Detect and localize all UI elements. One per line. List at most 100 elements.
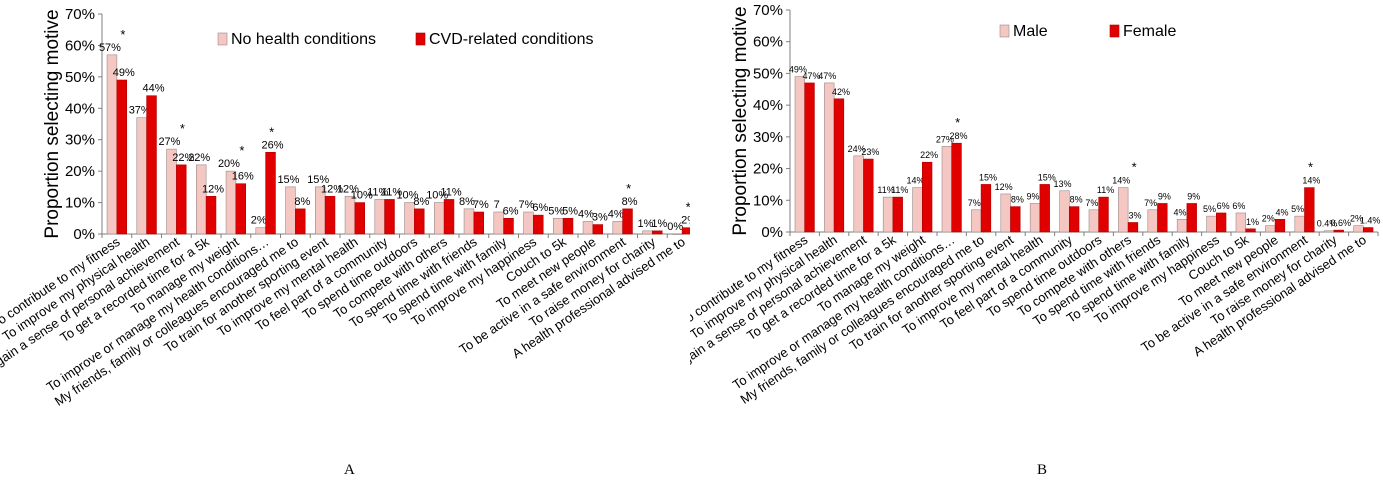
y-tick-label: 50% xyxy=(65,69,95,86)
bar xyxy=(1235,212,1246,233)
data-label: 3% xyxy=(1128,210,1141,220)
panel-label-b: B xyxy=(1037,462,1048,478)
data-label: 6% xyxy=(532,202,548,214)
data-label: 8% xyxy=(459,196,475,208)
data-label: 14% xyxy=(906,176,924,186)
y-tick-label: 40% xyxy=(753,97,783,114)
data-label: 22% xyxy=(188,152,210,164)
bar xyxy=(1010,206,1021,233)
data-label: 6% xyxy=(503,205,519,217)
data-label: 5% xyxy=(1291,204,1304,214)
data-label: 8% xyxy=(294,196,310,208)
data-label: 9% xyxy=(1158,191,1171,201)
bar xyxy=(176,164,187,235)
chart-a: 0%10%20%30%40%50%60%70%Proportion select… xyxy=(0,6,690,409)
data-label: 9% xyxy=(1187,191,1200,201)
data-label: 7% xyxy=(473,199,489,211)
bar xyxy=(503,217,514,235)
data-label: 10% xyxy=(426,190,448,202)
legend-label: Female xyxy=(1123,23,1176,40)
data-label: 11% xyxy=(877,185,894,195)
bar xyxy=(642,230,653,235)
data-label: 47% xyxy=(818,71,836,81)
bar xyxy=(951,142,962,233)
y-tick-label: 60% xyxy=(65,37,95,54)
bar xyxy=(1362,227,1374,233)
legend-swatch xyxy=(415,32,426,46)
data-label: 20% xyxy=(218,158,240,170)
data-label: 11% xyxy=(367,186,388,198)
y-axis-title: Proportion selecting motive xyxy=(42,9,63,238)
bar xyxy=(443,199,455,235)
data-label: 26% xyxy=(262,139,284,151)
bar xyxy=(1176,219,1188,233)
significance-asterisk: * xyxy=(120,27,125,42)
bar xyxy=(1088,209,1099,233)
bar xyxy=(824,82,835,233)
data-label: 49% xyxy=(113,67,135,79)
y-tick-label: 40% xyxy=(65,100,95,117)
data-label: 0.4% xyxy=(1317,219,1338,229)
data-label: 42% xyxy=(832,87,850,97)
data-label: 5% xyxy=(562,205,578,217)
bar xyxy=(196,164,207,235)
data-label: 2% xyxy=(1350,214,1363,224)
data-label: 6% xyxy=(1232,201,1245,211)
data-label: 11% xyxy=(440,186,461,198)
y-tick-label: 60% xyxy=(753,34,783,51)
significance-asterisk: * xyxy=(626,181,631,196)
data-label: 12% xyxy=(202,183,224,195)
bar xyxy=(1059,190,1070,233)
data-label: 4% xyxy=(1174,207,1187,217)
data-label: 7% xyxy=(1085,198,1098,208)
bar xyxy=(1127,222,1139,233)
bar xyxy=(136,117,147,235)
data-label: 4% xyxy=(608,208,624,220)
bar xyxy=(622,208,633,235)
data-label: 3% xyxy=(592,212,608,224)
bar xyxy=(833,98,845,233)
bar xyxy=(562,217,574,235)
bar xyxy=(1304,187,1315,233)
bar xyxy=(1000,193,1011,233)
significance-asterisk: * xyxy=(686,200,690,215)
bar xyxy=(1157,203,1168,233)
bar xyxy=(265,151,276,235)
bar xyxy=(533,214,544,235)
data-label: 4% xyxy=(578,208,594,220)
data-label: 0.6% xyxy=(1330,218,1351,228)
bar xyxy=(523,211,534,235)
bar xyxy=(1245,228,1256,233)
y-tick-label: 20% xyxy=(65,163,95,180)
bar xyxy=(146,95,157,235)
data-label: 28% xyxy=(950,131,968,141)
bar xyxy=(553,217,564,235)
data-label: 11% xyxy=(891,185,908,195)
bar xyxy=(1333,229,1344,233)
data-label: 1% xyxy=(638,218,654,230)
legend-label: Male xyxy=(1013,23,1048,40)
significance-asterisk: * xyxy=(239,143,244,158)
bar xyxy=(116,79,127,235)
data-label: 6% xyxy=(1217,201,1230,211)
data-label: 44% xyxy=(143,83,165,95)
data-label: 8% xyxy=(413,196,429,208)
bar xyxy=(652,230,663,235)
data-label: 14% xyxy=(1112,176,1130,186)
bar xyxy=(295,208,306,235)
bar xyxy=(980,184,992,233)
bar xyxy=(205,195,217,235)
bar xyxy=(1039,184,1050,233)
significance-asterisk: * xyxy=(269,124,274,139)
y-tick-label: 50% xyxy=(753,65,783,82)
significance-asterisk: * xyxy=(1308,160,1313,175)
y-tick-label: 0% xyxy=(73,226,95,243)
data-label: 5% xyxy=(548,205,564,217)
bar xyxy=(892,196,903,233)
data-label: 16% xyxy=(232,171,254,183)
data-label: 27% xyxy=(936,134,954,144)
bar xyxy=(1068,206,1080,233)
legend-label: No health conditions xyxy=(231,31,376,48)
data-label: 7 xyxy=(494,199,500,211)
bar xyxy=(1323,230,1335,233)
